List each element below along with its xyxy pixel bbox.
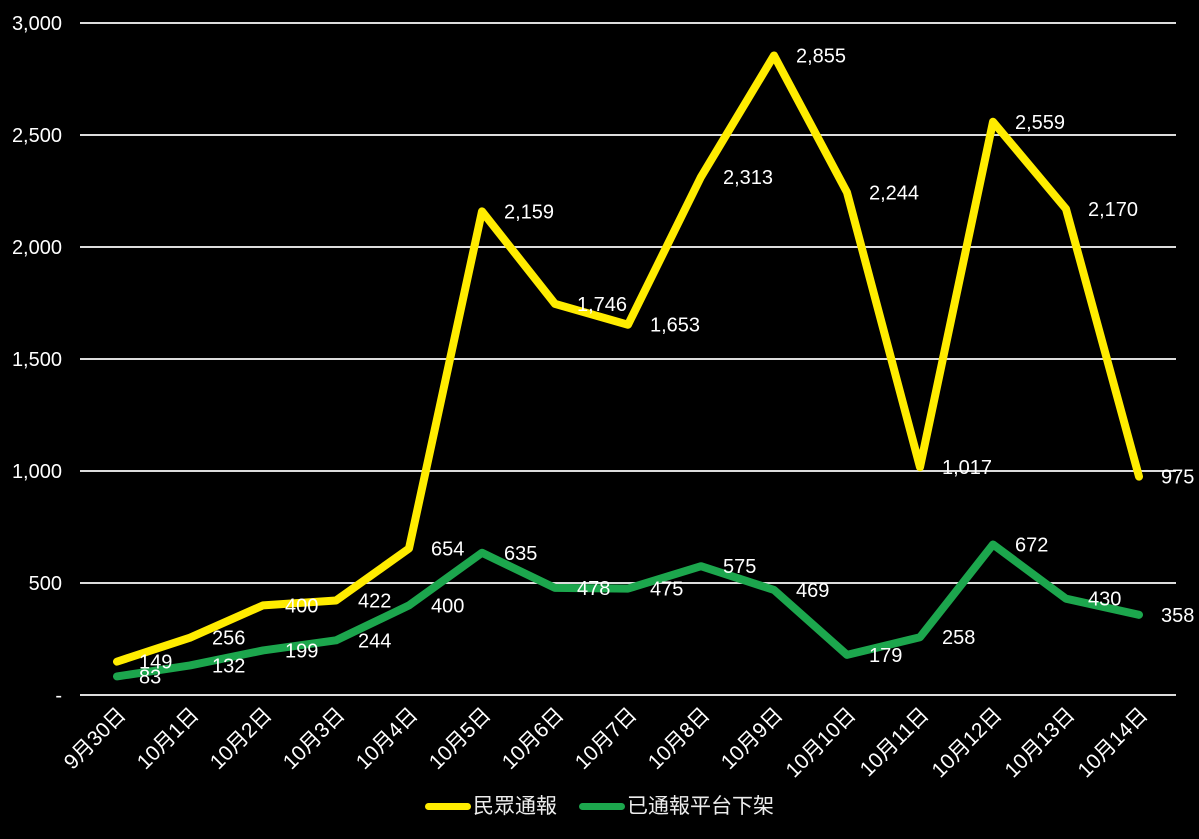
data-label: 654 — [431, 539, 464, 561]
series-line-platform-takedown — [113, 540, 1143, 681]
data-label: 672 — [1015, 534, 1048, 556]
data-label: 2,313 — [723, 167, 773, 189]
data-label: 975 — [1161, 467, 1194, 489]
legend-swatch-yellow-line-icon — [425, 803, 471, 810]
data-label: 244 — [358, 630, 391, 652]
x-axis-category-label: 10月7日 — [571, 703, 642, 774]
data-label: 422 — [358, 590, 391, 612]
y-axis-tick-label: 2,000 — [12, 237, 62, 259]
legend-item-platform-takedown: 已通報平台下架 — [579, 796, 774, 817]
data-label: 149 — [139, 652, 172, 674]
y-axis-tick-label: 3,000 — [12, 13, 62, 35]
x-axis-category-label: 10月5日 — [425, 703, 496, 774]
legend-label-platform-takedown: 已通報平台下架 — [627, 795, 774, 818]
x-axis-category-label: 10月12日 — [928, 703, 1007, 782]
data-label: 1,653 — [650, 315, 700, 337]
x-axis-category-label: 10月3日 — [279, 703, 350, 774]
data-label: 358 — [1161, 605, 1194, 627]
legend-swatch-green-line-icon — [579, 803, 625, 810]
y-axis-tick-label: 500 — [29, 573, 62, 595]
data-label: 2,159 — [504, 201, 554, 223]
data-label: 2,170 — [1088, 199, 1138, 221]
legend-label-public-reports: 民眾通報 — [473, 795, 557, 818]
y-axis-tick-label: 1,500 — [12, 349, 62, 371]
x-axis-category-label: 10月4日 — [352, 703, 423, 774]
data-label: 83 — [139, 666, 161, 688]
data-label: 400 — [285, 595, 318, 617]
x-axis-category-label: 10月1日 — [133, 703, 204, 774]
x-axis-category-label: 10月13日 — [1001, 703, 1080, 782]
data-label: 199 — [285, 640, 318, 662]
y-axis-tick-label: - — [55, 685, 62, 707]
data-label: 132 — [212, 655, 245, 677]
x-axis-category-label: 9月30日 — [60, 703, 131, 774]
data-label: 258 — [942, 627, 975, 649]
x-axis-category-label: 10月11日 — [856, 703, 934, 781]
legend-item-public-reports: 民眾通報 — [425, 796, 557, 817]
series-line-public-reports — [113, 51, 1143, 666]
x-axis-category-label: 10月10日 — [782, 703, 861, 782]
data-label: 2,244 — [869, 182, 919, 204]
data-label: 179 — [869, 645, 902, 667]
x-axis-category-label: 10月6日 — [498, 703, 569, 774]
x-axis-category-label: 10月2日 — [206, 703, 277, 774]
data-label: 2,559 — [1015, 112, 1065, 134]
data-label: 469 — [796, 580, 829, 602]
data-label: 400 — [431, 595, 464, 617]
data-label: 430 — [1088, 589, 1121, 611]
data-label: 1,746 — [577, 294, 627, 316]
data-label: 1,017 — [942, 457, 992, 479]
data-label: 2,855 — [796, 45, 846, 67]
chart-legend: 民眾通報 已通報平台下架 — [0, 796, 1199, 817]
y-axis-tick-label: 1,000 — [12, 461, 62, 483]
data-label: 256 — [212, 628, 245, 650]
x-axis-category-label: 10月9日 — [717, 703, 788, 774]
y-axis-tick-label: 2,500 — [12, 125, 62, 147]
data-label: 475 — [650, 579, 683, 601]
x-axis-category-label: 10月8日 — [644, 703, 715, 774]
data-label: 478 — [577, 578, 610, 600]
data-label: 635 — [504, 543, 537, 565]
data-label: 575 — [723, 556, 756, 578]
x-axis-category-label: 10月14日 — [1074, 703, 1153, 782]
